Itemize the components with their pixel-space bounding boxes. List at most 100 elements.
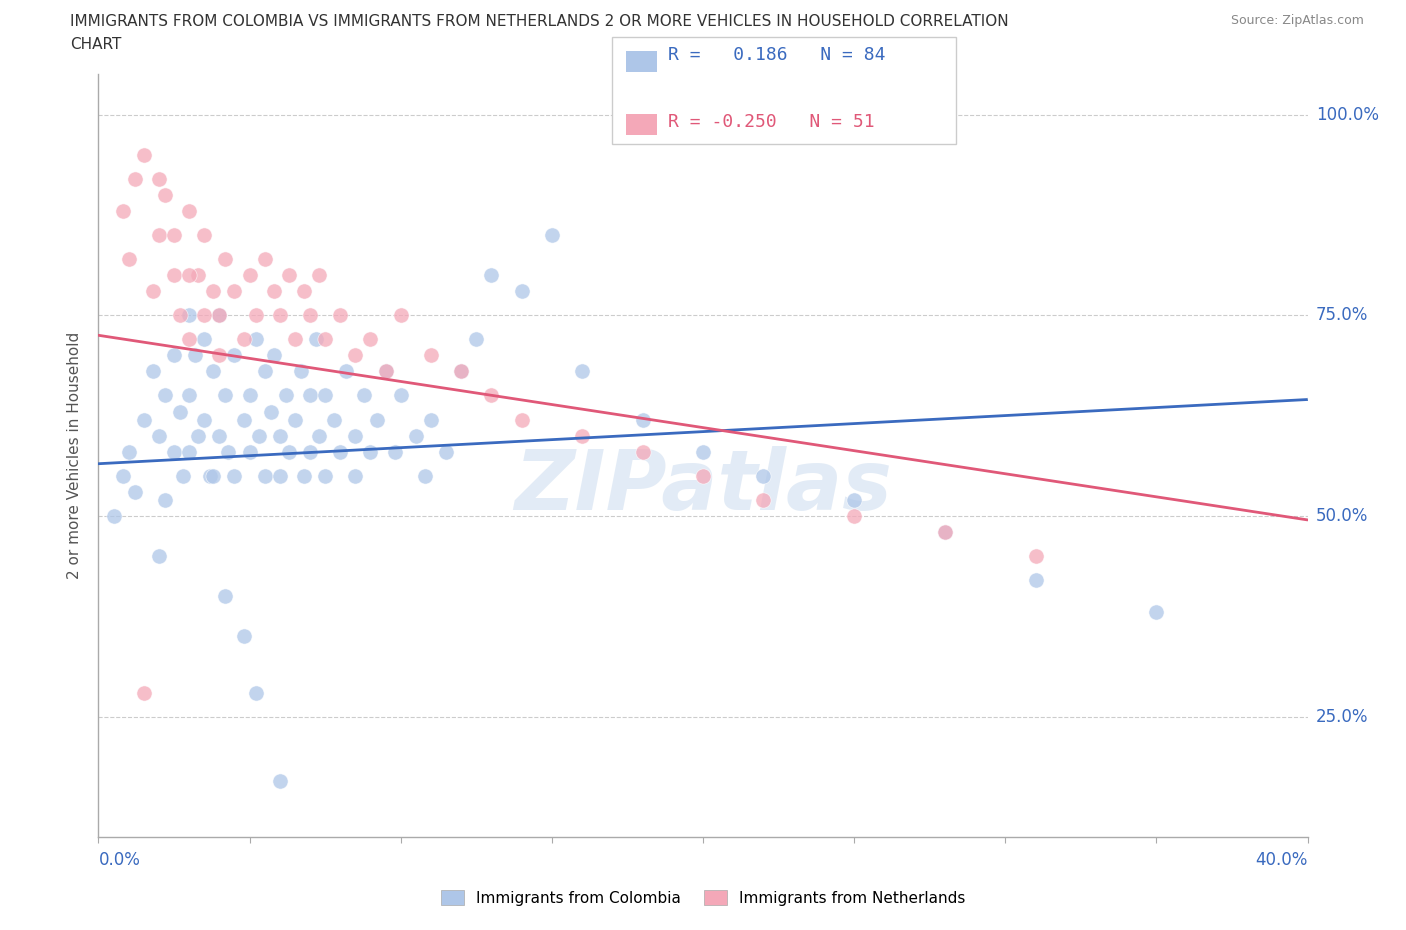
Point	[202, 364, 225, 379]
Point	[360, 445, 382, 459]
Text: 75.0%: 75.0%	[1316, 306, 1368, 325]
Point	[269, 308, 291, 323]
Point	[153, 492, 176, 507]
Point	[217, 445, 239, 459]
Point	[389, 308, 412, 323]
Point	[179, 268, 201, 283]
Point	[420, 412, 443, 427]
Point	[360, 332, 382, 347]
Point	[202, 284, 225, 299]
Point	[232, 412, 254, 427]
Text: ZIPatlas: ZIPatlas	[515, 445, 891, 526]
Point	[200, 469, 222, 484]
Point	[934, 525, 956, 539]
Point	[571, 428, 593, 443]
Point	[169, 405, 191, 419]
Point	[692, 469, 714, 484]
Point	[153, 388, 176, 403]
Text: CHART: CHART	[70, 37, 122, 52]
Text: IMMIGRANTS FROM COLOMBIA VS IMMIGRANTS FROM NETHERLANDS 2 OR MORE VEHICLES IN HO: IMMIGRANTS FROM COLOMBIA VS IMMIGRANTS F…	[70, 14, 1010, 29]
Point	[239, 445, 262, 459]
Point	[224, 348, 246, 363]
Point	[148, 549, 170, 564]
Point	[163, 268, 186, 283]
Point	[132, 147, 155, 162]
Text: 40.0%: 40.0%	[1256, 852, 1308, 870]
Point	[163, 445, 186, 459]
Point	[193, 308, 215, 323]
Point	[752, 492, 775, 507]
Text: 0.0%: 0.0%	[98, 852, 141, 870]
Point	[329, 445, 352, 459]
Point	[374, 364, 396, 379]
Text: R = -0.250   N = 51: R = -0.250 N = 51	[668, 113, 875, 130]
Text: 100.0%: 100.0%	[1316, 105, 1379, 124]
Point	[208, 308, 231, 323]
Point	[384, 445, 406, 459]
Text: 50.0%: 50.0%	[1316, 507, 1368, 525]
Point	[292, 284, 315, 299]
Point	[752, 469, 775, 484]
Point	[353, 388, 375, 403]
Point	[344, 348, 367, 363]
Point	[103, 509, 125, 524]
Point	[510, 284, 533, 299]
Point	[420, 348, 443, 363]
Point	[179, 445, 201, 459]
Point	[132, 412, 155, 427]
Point	[413, 469, 436, 484]
Point	[305, 332, 328, 347]
Point	[934, 525, 956, 539]
Point	[148, 228, 170, 243]
Point	[323, 412, 346, 427]
Point	[314, 332, 336, 347]
Point	[214, 589, 236, 604]
Point	[253, 364, 276, 379]
Point	[208, 428, 231, 443]
Point	[481, 268, 503, 283]
Point	[284, 332, 307, 347]
Point	[269, 774, 291, 789]
Point	[263, 348, 285, 363]
Point	[172, 469, 194, 484]
Point	[118, 252, 141, 267]
Point	[193, 332, 215, 347]
Point	[269, 469, 291, 484]
Point	[692, 445, 714, 459]
Point	[179, 204, 201, 219]
Point	[148, 171, 170, 186]
Point	[224, 284, 246, 299]
Point	[214, 252, 236, 267]
Point	[247, 428, 270, 443]
Point	[540, 228, 562, 243]
Point	[277, 445, 299, 459]
Point	[344, 428, 367, 443]
Point	[224, 469, 246, 484]
Point	[269, 428, 291, 443]
Point	[239, 268, 262, 283]
Point	[450, 364, 472, 379]
Point	[308, 428, 330, 443]
Point	[245, 332, 267, 347]
Point	[239, 388, 262, 403]
Point	[179, 308, 201, 323]
Point	[187, 428, 209, 443]
Point	[118, 445, 141, 459]
Point	[148, 428, 170, 443]
Text: 25.0%: 25.0%	[1316, 708, 1368, 725]
Point	[179, 388, 201, 403]
Point	[405, 428, 427, 443]
Point	[253, 469, 276, 484]
Point	[308, 268, 330, 283]
Point	[434, 445, 457, 459]
Point	[232, 629, 254, 644]
Point	[299, 308, 322, 323]
Point	[187, 268, 209, 283]
Text: Source: ZipAtlas.com: Source: ZipAtlas.com	[1230, 14, 1364, 27]
Point	[179, 332, 201, 347]
Point	[366, 412, 388, 427]
Point	[290, 364, 312, 379]
Point	[299, 445, 322, 459]
Point	[184, 348, 207, 363]
Text: R =   0.186   N = 84: R = 0.186 N = 84	[668, 46, 886, 64]
